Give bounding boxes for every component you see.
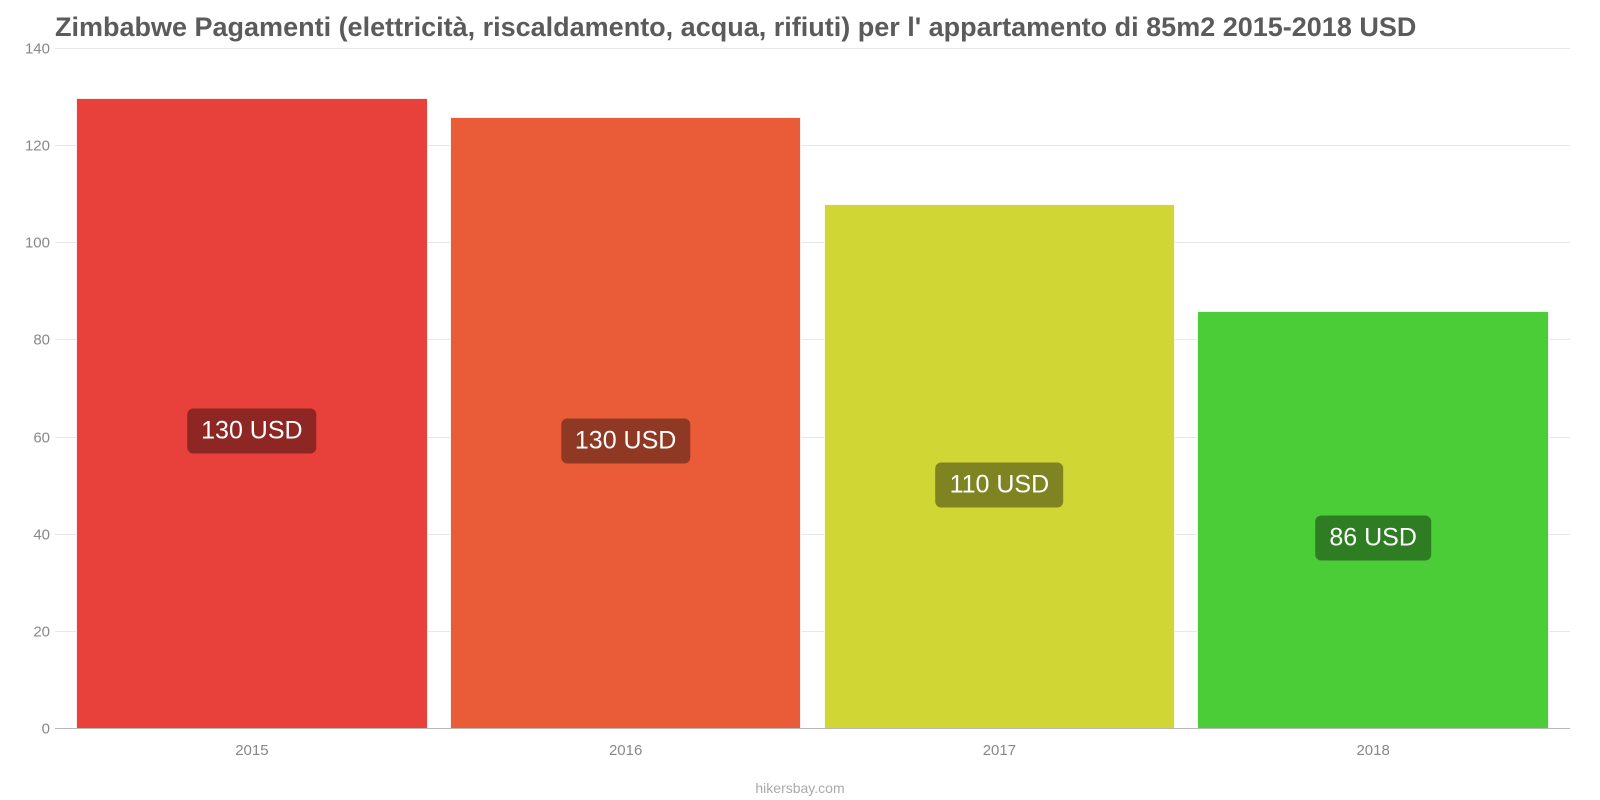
value-badge: 86 USD (1315, 516, 1431, 561)
x-label: 2015 (65, 742, 439, 759)
x-label: 2018 (1186, 742, 1560, 759)
x-axis-line (55, 728, 1570, 729)
y-tick: 20 (10, 623, 50, 640)
bar-2018: 86 USD (1197, 311, 1548, 729)
y-tick: 120 (10, 138, 50, 155)
bar-2015: 130 USD (76, 98, 427, 729)
chart-title: Zimbabwe Pagamenti (elettricità, riscald… (55, 12, 1570, 43)
value-badge: 130 USD (187, 409, 316, 454)
y-tick: 80 (10, 332, 50, 349)
bar-slot: 86 USD (1186, 49, 1560, 729)
bar-2017: 110 USD (824, 204, 1175, 729)
x-label: 2017 (813, 742, 1187, 759)
bar-slot: 110 USD (813, 49, 1187, 729)
y-axis: 140 120 100 80 60 40 20 0 (10, 49, 50, 729)
plot-area: 140 120 100 80 60 40 20 0 130 USD (55, 49, 1570, 729)
value-badge: 130 USD (561, 419, 690, 464)
y-tick: 60 (10, 429, 50, 446)
x-axis-labels: 2015 2016 2017 2018 (55, 742, 1570, 759)
bar-slot: 130 USD (65, 49, 439, 729)
bars-group: 130 USD 130 USD 110 USD 86 USD (55, 49, 1570, 729)
chart-container: Zimbabwe Pagamenti (elettricità, riscald… (0, 0, 1600, 800)
x-label: 2016 (439, 742, 813, 759)
y-tick: 40 (10, 526, 50, 543)
bar-2016: 130 USD (450, 117, 801, 729)
bar-slot: 130 USD (439, 49, 813, 729)
y-tick: 100 (10, 235, 50, 252)
attribution-text: hikersbay.com (0, 780, 1600, 796)
value-badge: 110 USD (936, 462, 1064, 507)
y-tick: 140 (10, 41, 50, 58)
y-tick: 0 (10, 721, 50, 738)
